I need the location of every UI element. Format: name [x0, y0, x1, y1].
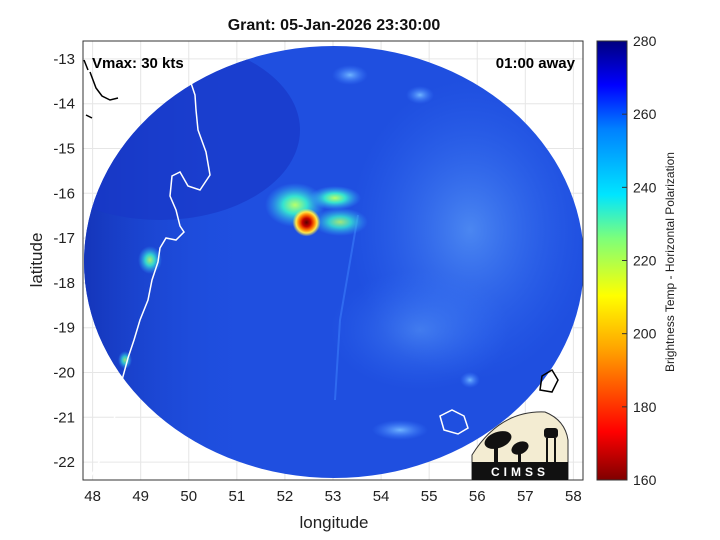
x-tick-labels: 48 49 50 51 52 53 54 55 56 57 58 [84, 488, 581, 505]
y-tick-label: -13 [53, 51, 75, 68]
y-tick-label: -14 [53, 96, 75, 113]
reunion-outline [439, 409, 469, 435]
cimss-logo: CIMSS [471, 411, 569, 481]
x-tick-label: 56 [469, 488, 486, 505]
y-tick-label: -22 [53, 454, 75, 471]
colorbar: 280 260 240 220 200 180 160 Brightness Temp - … [596, 33, 677, 488]
y-tick-label: -15 [53, 141, 75, 158]
storm-core [292, 208, 321, 237]
x-tick-label: 55 [421, 488, 438, 505]
y-tick-label: -16 [53, 185, 75, 202]
colorbar-tick-label: 260 [633, 106, 657, 122]
x-tick-label: 49 [132, 488, 149, 505]
time-offset-annotation: 01:00 away [496, 55, 576, 72]
intensity-annotation: Vmax: 30 kts [92, 55, 184, 72]
y-tick-labels: -13 -14 -15 -16 -17 -18 -19 -20 -21 -22 [53, 51, 75, 471]
x-tick-label: 52 [277, 488, 294, 505]
colorbar-tick-label: 200 [633, 326, 657, 342]
svg-text:CIMSS: CIMSS [491, 465, 549, 479]
colorbar-tick-label: 240 [633, 179, 657, 195]
plot-frame [82, 40, 584, 481]
madagascar-coast [89, 79, 211, 479]
colorbar-tick-label: 180 [633, 399, 657, 415]
colorbar-tick-label: 220 [633, 253, 657, 269]
y-tick-label: -17 [53, 230, 75, 247]
colorbar-label: Brightness Temp - Horizontal Polarizatio… [663, 152, 677, 372]
colorbar-tick-label: 280 [633, 33, 657, 49]
y-tick-label: -20 [53, 364, 75, 381]
y-axis-label: latitude [27, 233, 46, 288]
colorbar-tick-label: 160 [633, 472, 657, 488]
y-tick-label: -21 [53, 409, 75, 426]
coastlines [83, 59, 559, 479]
x-tick-label: 57 [517, 488, 534, 505]
y-tick-label: -19 [53, 320, 75, 337]
x-tick-label: 54 [373, 488, 390, 505]
mauritius-outline [539, 368, 559, 393]
x-tick-label: 53 [325, 488, 342, 505]
x-tick-label: 48 [84, 488, 101, 505]
x-tick-label: 58 [565, 488, 582, 505]
chart-title: Grant: 05-Jan-2026 23:30:00 [228, 17, 441, 34]
madagascar-coast-outside [89, 71, 119, 101]
x-tick-label: 50 [180, 488, 197, 505]
y-tick-label: -18 [53, 275, 75, 292]
x-tick-label: 51 [229, 488, 246, 505]
x-axis-label: longitude [299, 513, 368, 532]
